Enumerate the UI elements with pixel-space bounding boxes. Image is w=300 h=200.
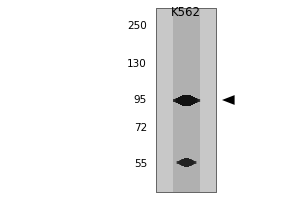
Text: 250: 250 [127,21,147,31]
Polygon shape [222,95,235,105]
Text: K562: K562 [171,6,201,20]
Bar [172,8,200,192]
Bar [156,8,216,192]
Text: 72: 72 [134,123,147,133]
Bar [156,8,216,192]
Text: 130: 130 [127,59,147,69]
Text: 55: 55 [134,159,147,169]
Text: 95: 95 [134,95,147,105]
